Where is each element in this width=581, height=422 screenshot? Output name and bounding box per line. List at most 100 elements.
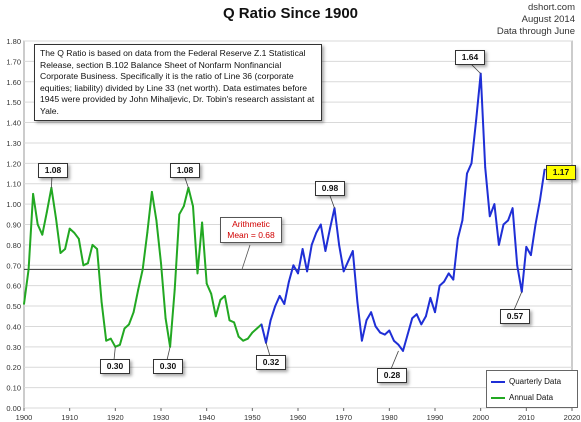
x-tick-label-4: 1940 — [198, 413, 215, 422]
data-point-annual-51 — [256, 327, 258, 330]
y-tick-label-5: 0.50 — [6, 302, 21, 311]
y-tick-label-10: 1.00 — [6, 200, 21, 209]
data-point-annual-30 — [160, 262, 162, 265]
data-point-annual-21 — [119, 343, 121, 346]
data-point-quarterly-6 — [288, 280, 290, 283]
legend-swatch-quarterly — [491, 380, 505, 383]
data-point-annual-29 — [155, 219, 158, 222]
data-point-annual-31 — [164, 317, 167, 320]
data-point-annual-14 — [87, 262, 89, 265]
callout-2009-trough: 0.57 — [500, 309, 530, 324]
data-point-quarterly-11 — [310, 244, 313, 246]
annotation-pointer-6 — [390, 350, 399, 370]
data-point-quarterly-27 — [383, 333, 386, 336]
data-point-annual-50 — [251, 331, 254, 334]
callout-2000-peak: 1.64 — [455, 50, 485, 65]
data-point-annual-16 — [96, 248, 98, 250]
data-point-annual-39 — [201, 221, 204, 224]
data-point-quarterly-32 — [406, 333, 409, 336]
y-tick-label-2: 0.20 — [6, 363, 21, 372]
data-point-annual-41 — [210, 292, 213, 295]
x-tick-label-3: 1930 — [153, 413, 170, 422]
data-point-quarterly-3 — [274, 305, 277, 307]
data-point-annual-19 — [109, 337, 112, 340]
data-point-annual-1 — [27, 268, 30, 271]
data-point-quarterly-29 — [393, 339, 395, 342]
data-point-quarterly-22 — [361, 339, 363, 342]
y-tick-label-4: 0.40 — [6, 322, 21, 331]
data-point-quarterly-14 — [324, 250, 327, 252]
x-tick-label-1: 1910 — [61, 413, 78, 422]
data-point-quarterly-9 — [301, 248, 304, 250]
callout-1982-trough: 0.28 — [377, 368, 407, 383]
y-tick-label-6: 0.60 — [6, 282, 21, 291]
data-point-quarterly-54 — [507, 219, 509, 222]
data-point-annual-6 — [50, 186, 53, 189]
data-point-quarterly-45 — [466, 172, 468, 175]
y-tick-label-13: 1.30 — [6, 139, 21, 148]
data-point-quarterly-28 — [388, 329, 391, 332]
data-point-annual-45 — [228, 319, 231, 322]
data-point-annual-7 — [55, 217, 57, 220]
data-point-quarterly-53 — [502, 223, 505, 226]
x-tick-label-2: 1920 — [107, 413, 124, 422]
mean-label-line1: Arithmetic — [232, 219, 270, 229]
chart-legend: Quarterly Data Annual Data — [486, 370, 578, 408]
legend-item-annual: Annual Data — [491, 393, 553, 402]
data-point-quarterly-23 — [365, 319, 368, 322]
data-point-quarterly-61 — [539, 199, 541, 201]
data-point-quarterly-12 — [315, 231, 318, 234]
data-point-quarterly-13 — [319, 223, 322, 226]
legend-item-quarterly: Quarterly Data — [491, 377, 561, 386]
y-tick-label-12: 1.20 — [6, 159, 21, 168]
source-site: dshort.com — [528, 2, 575, 13]
data-point-quarterly-52 — [498, 244, 500, 246]
data-point-annual-10 — [68, 227, 71, 230]
data-point-annual-34 — [178, 213, 181, 216]
data-point-quarterly-25 — [374, 325, 377, 328]
data-point-annual-47 — [237, 335, 240, 338]
annotation-pointer-8 — [513, 291, 523, 311]
data-point-quarterly-46 — [470, 162, 473, 165]
y-tick-label-14: 1.40 — [6, 119, 21, 128]
mean-label: Arithmetic Mean = 0.68 — [220, 217, 282, 243]
data-point-annual-35 — [182, 205, 185, 208]
data-point-annual-22 — [123, 327, 126, 330]
data-point-quarterly-35 — [420, 323, 423, 326]
annotation-pointer-1 — [113, 346, 116, 361]
methodology-note: The Q Ratio is based on data from the Fe… — [34, 44, 322, 121]
source-date: August 2014 — [521, 14, 575, 25]
callout-1953-trough: 0.32 — [256, 355, 286, 370]
data-point-quarterly-56 — [516, 264, 519, 267]
data-point-annual-26 — [141, 268, 144, 271]
data-point-annual-40 — [205, 282, 208, 285]
data-point-annual-28 — [151, 191, 153, 193]
callout-1968-peak: 0.98 — [315, 181, 345, 196]
y-tick-label-15: 1.50 — [6, 98, 21, 107]
data-point-quarterly-49 — [484, 166, 487, 169]
data-point-quarterly-55 — [511, 207, 514, 210]
y-tick-label-16: 1.60 — [6, 78, 21, 87]
data-point-annual-24 — [132, 311, 135, 314]
data-point-quarterly-59 — [530, 254, 532, 256]
data-point-quarterly-33 — [411, 317, 414, 320]
data-point-annual-44 — [224, 295, 226, 297]
data-point-annual-25 — [137, 288, 140, 291]
y-tick-label-18: 1.80 — [6, 37, 21, 46]
data-point-quarterly-18 — [342, 270, 345, 273]
data-point-quarterly-21 — [356, 301, 359, 303]
data-point-quarterly-60 — [534, 223, 537, 226]
y-tick-label-11: 1.10 — [6, 180, 21, 189]
x-tick-label-8: 1980 — [381, 413, 398, 422]
legend-label-quarterly: Quarterly Data — [509, 377, 562, 386]
legend-label-annual: Annual Data — [509, 393, 554, 402]
x-tick-label-0: 1900 — [16, 413, 33, 422]
data-point-quarterly-5 — [283, 303, 286, 305]
data-point-quarterly-4 — [278, 295, 281, 297]
data-point-annual-8 — [59, 252, 62, 254]
data-point-quarterly-37 — [429, 297, 432, 299]
data-point-annual-42 — [214, 315, 217, 318]
data-point-quarterly-50 — [488, 215, 491, 218]
data-point-annual-18 — [105, 339, 108, 342]
data-point-annual-12 — [77, 237, 80, 240]
